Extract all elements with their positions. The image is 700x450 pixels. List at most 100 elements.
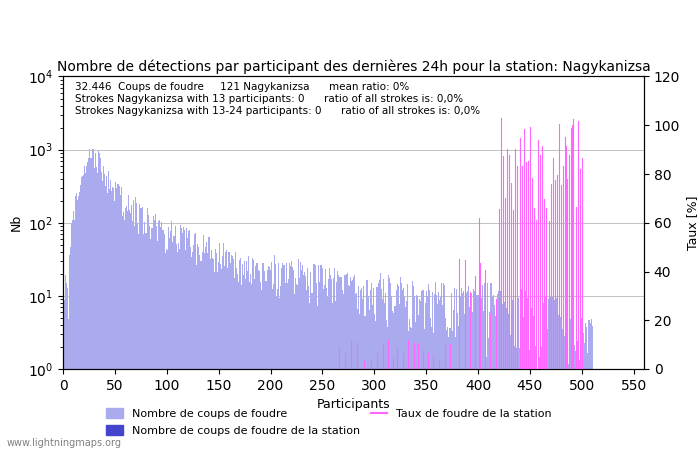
Bar [262,263,264,450]
Bar [463,291,464,450]
Bar [170,231,172,450]
Bar [359,315,360,450]
Bar [372,288,374,450]
Bar [288,263,290,450]
Bar [553,364,554,450]
Bar [160,227,161,450]
Bar [101,172,102,450]
Bar [83,175,84,450]
Bar [432,292,433,450]
Bar [501,342,503,450]
Bar [411,328,412,450]
Bar [90,158,92,450]
Bar [509,339,510,450]
Bar [535,346,536,450]
Bar [273,284,274,450]
Bar [397,284,398,450]
Bar [335,301,337,450]
Bar [536,369,537,450]
Bar [363,286,365,450]
Bar [96,167,97,450]
Bar [453,310,454,450]
Bar [266,281,267,450]
Bar [164,234,165,450]
Bar [481,298,482,450]
Bar [297,285,298,450]
Bar [133,199,134,450]
Bar [139,204,140,450]
Bar [256,262,258,450]
Bar [593,369,594,450]
Bar [548,299,549,450]
Bar [405,307,406,450]
Bar [365,316,367,450]
Bar [268,266,269,450]
Bar [75,196,76,450]
Bar [232,259,234,450]
Bar [528,318,529,450]
Bar [81,177,82,450]
Bar [426,297,428,450]
Bar [561,369,563,450]
Bar [451,293,452,450]
Bar [186,228,187,450]
Bar [467,291,468,450]
Bar [340,277,342,450]
Bar [409,319,410,450]
Bar [541,346,542,450]
Bar [281,268,282,450]
Bar [180,225,181,450]
Bar [270,270,271,450]
Bar [539,357,540,450]
Bar [234,252,236,450]
Bar [557,369,559,450]
Bar [402,288,404,450]
Bar [296,284,297,450]
Bar [569,345,570,450]
Bar [525,291,526,450]
Bar [351,281,352,450]
Bar [142,207,144,450]
Bar [367,280,368,450]
Bar [349,286,350,450]
Bar [178,249,180,450]
Bar [587,353,589,450]
Bar [74,220,75,450]
Bar [533,295,535,450]
Bar [470,310,471,450]
Bar [94,153,96,450]
Bar [421,291,423,450]
Bar [105,186,106,450]
Bar [244,261,245,450]
Bar [440,297,441,450]
Bar [563,327,564,450]
Bar [423,290,424,450]
Bar [182,233,183,450]
Bar [600,369,601,450]
Bar [215,249,216,450]
Bar [408,331,409,450]
Bar [135,197,136,450]
Bar [213,259,214,450]
Bar [412,281,413,450]
Bar [550,297,551,450]
Bar [572,336,573,450]
Bar [77,200,78,450]
Bar [465,322,466,450]
Bar [290,261,292,450]
Bar [385,293,386,450]
Bar [72,220,73,450]
Bar [546,322,547,450]
Bar [544,310,545,450]
Bar [310,271,312,450]
Bar [183,227,184,450]
Bar [549,335,550,450]
Bar [125,208,126,450]
Bar [132,221,133,450]
Bar [254,279,256,450]
Bar [495,316,496,450]
Bar [194,234,195,450]
Bar [197,244,198,450]
Bar [111,191,112,450]
Bar [303,275,304,450]
